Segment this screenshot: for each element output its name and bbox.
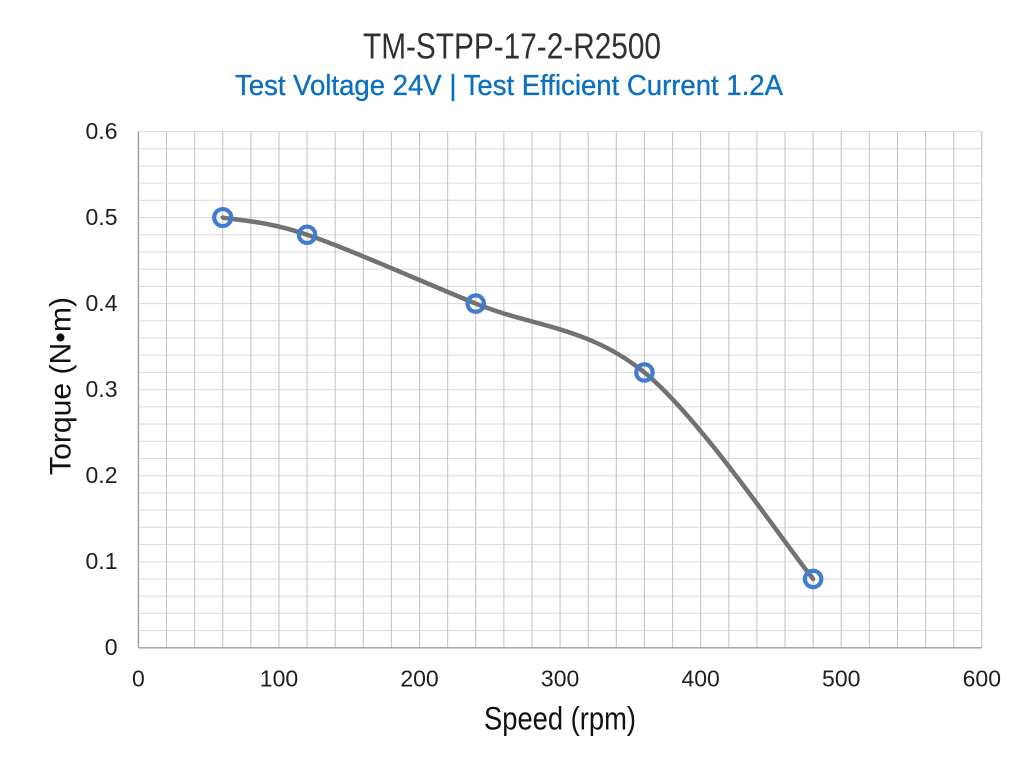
svg-text:300: 300 <box>541 666 579 692</box>
svg-text:400: 400 <box>681 666 719 692</box>
svg-text:0.6: 0.6 <box>86 118 118 144</box>
svg-text:600: 600 <box>963 666 1001 692</box>
svg-text:0.2: 0.2 <box>86 462 118 488</box>
svg-text:0.4: 0.4 <box>86 290 118 316</box>
svg-text:Test Voltage 24V | Test Effici: Test Voltage 24V | Test Efficient Curren… <box>235 70 784 102</box>
svg-text:0: 0 <box>105 634 118 660</box>
svg-text:0: 0 <box>132 666 145 692</box>
svg-text:0.3: 0.3 <box>86 376 118 402</box>
svg-text:Speed (rpm): Speed (rpm) <box>484 701 636 737</box>
svg-text:200: 200 <box>400 666 438 692</box>
svg-text:Torque (N•m): Torque (N•m) <box>45 297 78 475</box>
svg-text:TM-STPP-17-2-R2500: TM-STPP-17-2-R2500 <box>363 26 661 67</box>
svg-text:500: 500 <box>822 666 860 692</box>
svg-text:0.1: 0.1 <box>86 548 118 574</box>
svg-text:0.5: 0.5 <box>86 204 118 230</box>
svg-text:100: 100 <box>260 666 298 692</box>
